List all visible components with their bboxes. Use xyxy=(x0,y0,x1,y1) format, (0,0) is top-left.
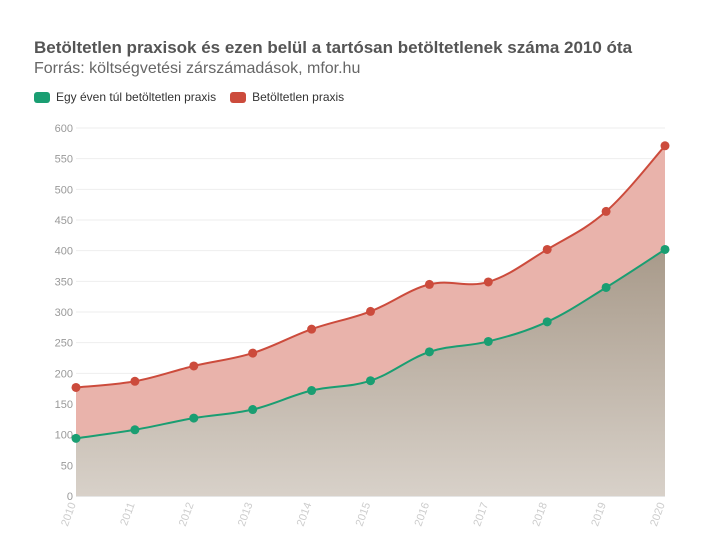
point-vacant-2011 xyxy=(130,376,140,386)
point-long-term-2017 xyxy=(483,336,493,346)
point-long-term-2020 xyxy=(660,244,670,254)
point-long-term-2018 xyxy=(542,317,552,327)
point-long-term-2010 xyxy=(71,433,81,443)
point-vacant-2017 xyxy=(483,277,493,287)
point-long-term-2014 xyxy=(307,386,317,396)
y-tick-label-200: 200 xyxy=(55,368,73,380)
x-tick-label-2017: 2017 xyxy=(471,501,491,528)
point-vacant-2019 xyxy=(601,206,611,216)
point-long-term-2015 xyxy=(366,376,375,386)
point-vacant-2013 xyxy=(248,348,258,358)
point-long-term-2012 xyxy=(189,413,199,423)
x-tick-label-2013: 2013 xyxy=(236,501,256,528)
point-vacant-2014 xyxy=(307,324,317,334)
point-long-term-2016 xyxy=(424,347,434,357)
area-long-term xyxy=(76,249,665,496)
x-tick-label-2014: 2014 xyxy=(295,501,315,528)
point-vacant-2015 xyxy=(366,306,375,316)
legend: Egy éven túl betöltetlen praxis Betöltet… xyxy=(34,90,358,104)
y-tick-label-50: 50 xyxy=(61,460,73,472)
chart-subtitle: Forrás: költségvetési zárszámadások, mfo… xyxy=(34,60,361,77)
x-tick-label-2015: 2015 xyxy=(354,501,374,528)
x-tick-label-2011: 2011 xyxy=(118,501,137,527)
point-vacant-2012 xyxy=(189,361,199,371)
legend-item-long-term[interactable]: Egy éven túl betöltetlen praxis xyxy=(34,90,216,104)
x-tick-label-2020: 2020 xyxy=(648,501,668,528)
y-tick-label-600: 600 xyxy=(55,123,73,135)
legend-label-vacant: Betöltetlen praxis xyxy=(252,90,345,104)
y-tick-label-500: 500 xyxy=(55,184,73,196)
x-tick-label-2019: 2019 xyxy=(589,501,609,528)
point-vacant-2016 xyxy=(424,279,434,289)
x-tick-label-2018: 2018 xyxy=(530,501,550,528)
legend-item-vacant[interactable]: Betöltetlen praxis xyxy=(230,90,344,104)
point-long-term-2011 xyxy=(130,425,140,435)
point-vacant-2018 xyxy=(542,244,552,254)
point-long-term-2019 xyxy=(601,282,611,292)
point-vacant-2020 xyxy=(660,141,670,151)
point-vacant-2010 xyxy=(71,382,81,392)
y-tick-label-250: 250 xyxy=(55,338,73,350)
legend-swatch-long-term xyxy=(34,91,50,103)
y-tick-label-150: 150 xyxy=(55,399,73,411)
x-tick-label-2012: 2012 xyxy=(177,501,197,528)
y-tick-label-350: 350 xyxy=(55,276,73,288)
y-tick-label-550: 550 xyxy=(55,154,73,166)
y-tick-label-0: 0 xyxy=(67,491,73,503)
legend-label-long-term: Egy éven túl betöltetlen praxis xyxy=(56,90,217,104)
legend-swatch-vacant xyxy=(230,91,247,103)
x-tick-label-2016: 2016 xyxy=(413,501,433,528)
y-tick-label-400: 400 xyxy=(55,246,73,258)
y-tick-label-300: 300 xyxy=(55,307,73,319)
chart-title: Betöltetlen praxisok és ezen belül a tar… xyxy=(34,38,633,57)
line-vacant xyxy=(75,145,666,389)
x-tick-label-2010: 2010 xyxy=(59,501,79,528)
point-long-term-2013 xyxy=(248,405,258,415)
y-tick-label-450: 450 xyxy=(55,215,73,227)
y-tick-label-100: 100 xyxy=(55,430,73,442)
